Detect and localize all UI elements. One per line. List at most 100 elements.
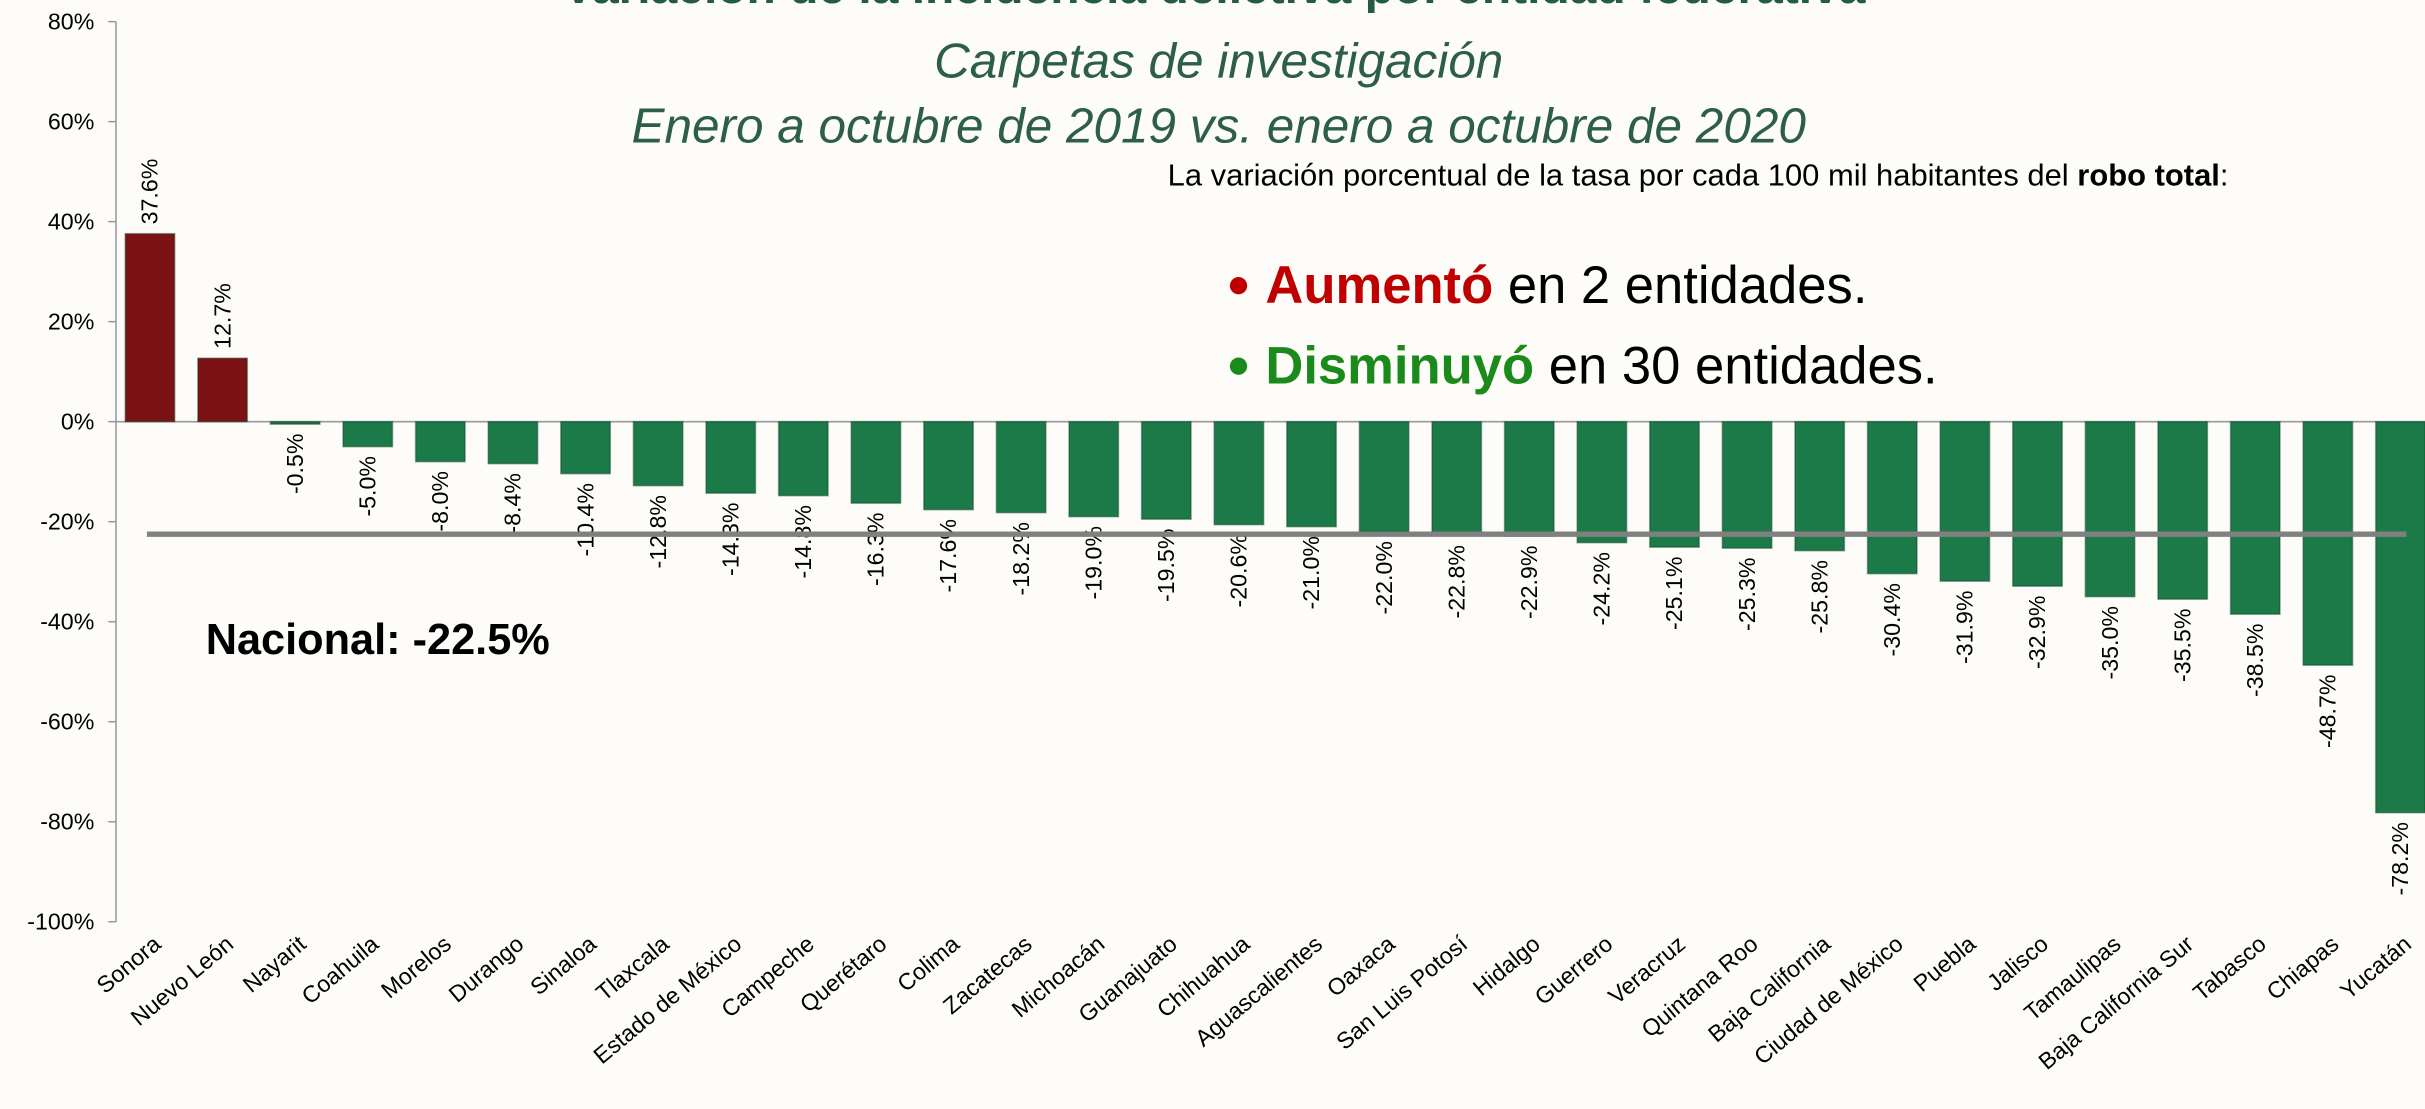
value-label: -8.0% bbox=[427, 471, 453, 532]
bar bbox=[2229, 420, 2281, 615]
value-label: -35.0% bbox=[2097, 606, 2123, 679]
note-end: : bbox=[2219, 159, 2229, 194]
bar bbox=[1721, 420, 1773, 549]
chart-subtitle: Enero a octubre de 2019 vs. enero a octu… bbox=[632, 98, 1807, 153]
bar bbox=[560, 420, 612, 475]
y-tick-label: 60% bbox=[48, 108, 94, 134]
bullet-highlight: Disminuyó bbox=[1265, 337, 1535, 396]
x-tick-label: Guerrero bbox=[1530, 930, 1618, 1010]
bar bbox=[1503, 420, 1555, 537]
bullet-dot: ● bbox=[1226, 340, 1251, 387]
bar bbox=[2302, 420, 2354, 666]
value-label: -8.4% bbox=[500, 473, 526, 534]
bar bbox=[2084, 420, 2136, 598]
value-label: -25.1% bbox=[1661, 556, 1687, 629]
bar bbox=[1213, 420, 1265, 526]
bar bbox=[342, 420, 394, 448]
value-label: 12.7% bbox=[209, 283, 235, 349]
x-tick-label: San Luis Potosí bbox=[1331, 930, 1473, 1055]
value-label: -14.8% bbox=[790, 505, 816, 578]
x-tick-label: Aguascalientes bbox=[1190, 930, 1327, 1051]
bullet-dot: ● bbox=[1226, 259, 1251, 307]
x-tick-label: Yucatán bbox=[2335, 930, 2416, 1004]
x-tick-label: Baja California bbox=[1703, 930, 1835, 1047]
bullet-highlight: Aumentó bbox=[1265, 256, 1494, 316]
bar bbox=[777, 420, 829, 497]
x-tick-label: Morelos bbox=[376, 930, 456, 1003]
bar bbox=[1358, 420, 1410, 533]
chart-title: Variación de la incidencia delictiva por… bbox=[563, 0, 1866, 14]
y-tick-label: 20% bbox=[48, 308, 94, 334]
value-label: -24.2% bbox=[1589, 552, 1615, 625]
x-tick-label: Puebla bbox=[1908, 930, 1980, 996]
bullet-text: en 2 entidades. bbox=[1507, 256, 1868, 316]
bar bbox=[269, 420, 321, 425]
value-label: -21.0% bbox=[1298, 536, 1324, 609]
y-tick-label: 0% bbox=[61, 408, 95, 434]
bar bbox=[1939, 420, 1991, 582]
value-label: -16.3% bbox=[863, 512, 889, 585]
value-label: -10.4% bbox=[572, 483, 598, 556]
note-text: La variación porcentual de la tasa por c… bbox=[1167, 159, 2069, 194]
bar bbox=[2157, 420, 2209, 600]
y-tick-label: -100% bbox=[27, 908, 94, 934]
bar bbox=[705, 420, 757, 494]
value-label: -17.6% bbox=[935, 519, 961, 592]
value-label: -32.9% bbox=[2024, 595, 2050, 668]
value-label: -5.0% bbox=[354, 456, 380, 517]
value-label: -19.5% bbox=[1153, 528, 1179, 601]
bar bbox=[923, 420, 975, 511]
value-label: -78.2% bbox=[2387, 822, 2413, 895]
value-label: -20.6% bbox=[1226, 534, 1252, 607]
x-tick-label: Coahuila bbox=[297, 930, 384, 1009]
value-label: -48.7% bbox=[2315, 674, 2341, 747]
value-label: -30.4% bbox=[1879, 583, 1905, 656]
y-tick-label: -80% bbox=[40, 808, 94, 834]
x-tick-label: Sinaloa bbox=[525, 930, 601, 1000]
bar bbox=[1576, 420, 1628, 544]
chart-subtitle: Carpetas de investigación bbox=[934, 33, 1503, 88]
y-tick-label: -20% bbox=[40, 508, 94, 534]
bar bbox=[1794, 420, 1846, 552]
value-label: -38.5% bbox=[2242, 623, 2268, 696]
x-tick-label: Chiapas bbox=[2262, 930, 2344, 1005]
value-label: -25.3% bbox=[1734, 557, 1760, 630]
value-label: 37.6% bbox=[137, 159, 163, 225]
bar bbox=[1648, 420, 1701, 548]
bar bbox=[487, 420, 539, 465]
value-label: -22.9% bbox=[1516, 545, 1542, 618]
bar bbox=[995, 420, 1047, 514]
bullet-text: en 30 entidades. bbox=[1548, 337, 1938, 396]
note: La variación porcentual de la tasa por c… bbox=[1168, 156, 2374, 198]
bullet: ● Disminuyó en 30 entidades. bbox=[1226, 337, 1937, 397]
y-tick-label: -60% bbox=[40, 708, 94, 734]
reference-label: Nacional: -22.5% bbox=[206, 616, 550, 664]
note-bold: robo total bbox=[2077, 159, 2220, 194]
bullet: ● Aumentó en 2 entidades. bbox=[1226, 257, 1867, 317]
value-label: -14.3% bbox=[717, 502, 743, 575]
y-tick-label: -40% bbox=[40, 608, 94, 634]
y-tick-label: 40% bbox=[48, 208, 94, 234]
bar bbox=[2374, 420, 2425, 814]
bar bbox=[1431, 420, 1483, 537]
value-label: -31.9% bbox=[1952, 590, 1978, 663]
value-label: -22.0% bbox=[1371, 541, 1397, 614]
value-label: -22.8% bbox=[1443, 545, 1469, 618]
bar bbox=[1866, 420, 1918, 575]
bar bbox=[2011, 420, 2063, 587]
value-label: -25.8% bbox=[1806, 560, 1832, 633]
value-label: -19.0% bbox=[1080, 526, 1106, 599]
bar bbox=[1285, 420, 1338, 528]
bar bbox=[1068, 420, 1120, 518]
value-label: -35.5% bbox=[2169, 608, 2195, 681]
bar bbox=[124, 232, 176, 423]
value-label: -0.5% bbox=[282, 433, 308, 494]
x-tick-label: Tabasco bbox=[2188, 930, 2271, 1005]
bar bbox=[197, 357, 249, 423]
y-tick-label: 80% bbox=[48, 8, 94, 34]
bar bbox=[632, 420, 684, 487]
bar bbox=[850, 420, 902, 504]
